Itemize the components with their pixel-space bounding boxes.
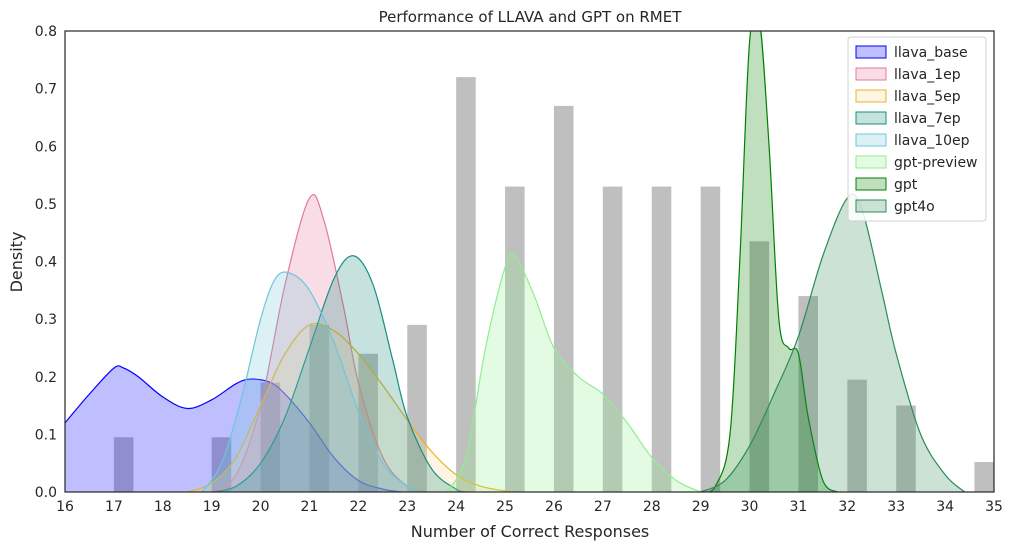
- density-line-llava_5ep: [187, 322, 520, 492]
- x-tick-label: 20: [252, 499, 270, 515]
- y-tick-label: 0.3: [35, 312, 57, 328]
- legend-label: llava_5ep: [894, 89, 961, 105]
- chart-title: Performance of LLAVA and GPT on RMET: [379, 8, 683, 26]
- legend-swatch: [855, 45, 887, 59]
- legend-label: llava_7ep: [894, 111, 961, 127]
- y-tick-label: 0.6: [35, 139, 57, 155]
- histogram-bar: [974, 462, 994, 492]
- x-tick-label: 18: [154, 499, 172, 515]
- histogram-bar: [113, 437, 134, 492]
- density-line-llava_base: [65, 365, 403, 492]
- legend: llava_base llava_1ep llava_5ep llava_7eplla…: [847, 36, 987, 222]
- density-area-llava_5ep: [187, 323, 520, 492]
- y-tick-label: 0.8: [35, 24, 57, 40]
- x-tick-label: 34: [936, 499, 954, 515]
- histogram-bar: [358, 353, 378, 492]
- density-area-llava_1ep: [211, 194, 427, 492]
- legend-label: gpt-preview: [894, 155, 978, 171]
- plot-frame: [64, 30, 995, 493]
- histogram-bar: [309, 324, 330, 492]
- y-tick-label: 0.2: [35, 370, 57, 386]
- x-tick-label: 31: [790, 499, 808, 515]
- legend-swatch: [855, 89, 887, 103]
- y-axis: 0.0 0.1 0.2 0.3 0.4 0.5 0.6 0.7 0.8: [35, 24, 57, 501]
- histogram-bar: [651, 186, 672, 492]
- histogram-bar: [896, 405, 916, 492]
- legend-label: llava_10ep: [894, 133, 970, 149]
- y-tick-label: 0.1: [35, 427, 57, 443]
- density-line-llava_10ep: [201, 271, 423, 492]
- x-tick-label: 27: [594, 499, 612, 515]
- legend-label: gpt4o: [894, 199, 935, 215]
- x-tick-label: 30: [741, 499, 759, 515]
- density-curves-layer: [65, 31, 966, 492]
- x-tick-label: 19: [203, 499, 221, 515]
- y-tick-label: 0.7: [35, 82, 57, 98]
- x-tick-label: 16: [56, 499, 74, 515]
- x-axis-title: Number of Correct Responses: [411, 522, 650, 541]
- x-tick-label: 33: [887, 499, 905, 515]
- density-area-gpt4o: [700, 194, 965, 492]
- y-tick-label: 0.5: [35, 197, 57, 213]
- legend-swatch: [855, 155, 887, 169]
- histogram-bar: [553, 105, 574, 492]
- histogram-bar: [700, 186, 721, 492]
- x-axis: 16 17 18 19 20 21 22 23 24 25 26 27 28 29 30 31 32 33 34 35: [56, 499, 1003, 515]
- histogram-bar: [847, 379, 867, 492]
- x-tick-label: 17: [105, 499, 123, 515]
- legend-label: llava_base: [894, 45, 968, 61]
- y-axis-title: Density: [7, 232, 26, 293]
- density-area-llava_7ep: [211, 255, 466, 492]
- legend-swatch: [855, 177, 887, 191]
- x-tick-label: 23: [398, 499, 416, 515]
- x-tick-label: 29: [692, 499, 710, 515]
- y-tick-label: 0.4: [35, 255, 57, 271]
- y-tick-label: 0.0: [35, 485, 57, 501]
- x-tick-label: 22: [349, 499, 367, 515]
- legend-label: llava_1ep: [894, 67, 961, 83]
- density-line-gpt-preview: [445, 252, 701, 492]
- legend-swatch: [855, 199, 887, 213]
- density-area-gpt: [700, 31, 838, 492]
- histogram-bar: [602, 186, 623, 492]
- histogram-bar: [407, 324, 427, 492]
- legend-swatch: [855, 111, 887, 125]
- density-line-llava_1ep: [211, 194, 427, 492]
- density-line-llava_7ep: [211, 255, 467, 492]
- histogram-bar: [456, 77, 476, 492]
- x-tick-label: 25: [496, 499, 514, 515]
- density-area-llava_base: [65, 365, 403, 492]
- legend-box: [847, 36, 987, 222]
- legend-label: gpt: [894, 177, 918, 193]
- legend-swatch: [855, 67, 887, 81]
- x-tick-label: 26: [545, 499, 563, 515]
- legend-swatch: [855, 133, 887, 147]
- histogram-bar: [260, 382, 281, 492]
- histogram-bar: [749, 241, 770, 492]
- x-tick-label: 21: [301, 499, 319, 515]
- x-tick-label: 28: [643, 499, 661, 515]
- density-area-llava_10ep: [201, 271, 422, 492]
- x-tick-label: 24: [447, 499, 465, 515]
- density-line-gpt: [700, 31, 838, 492]
- x-tick-label: 35: [985, 499, 1003, 515]
- x-tick-label: 32: [838, 499, 856, 515]
